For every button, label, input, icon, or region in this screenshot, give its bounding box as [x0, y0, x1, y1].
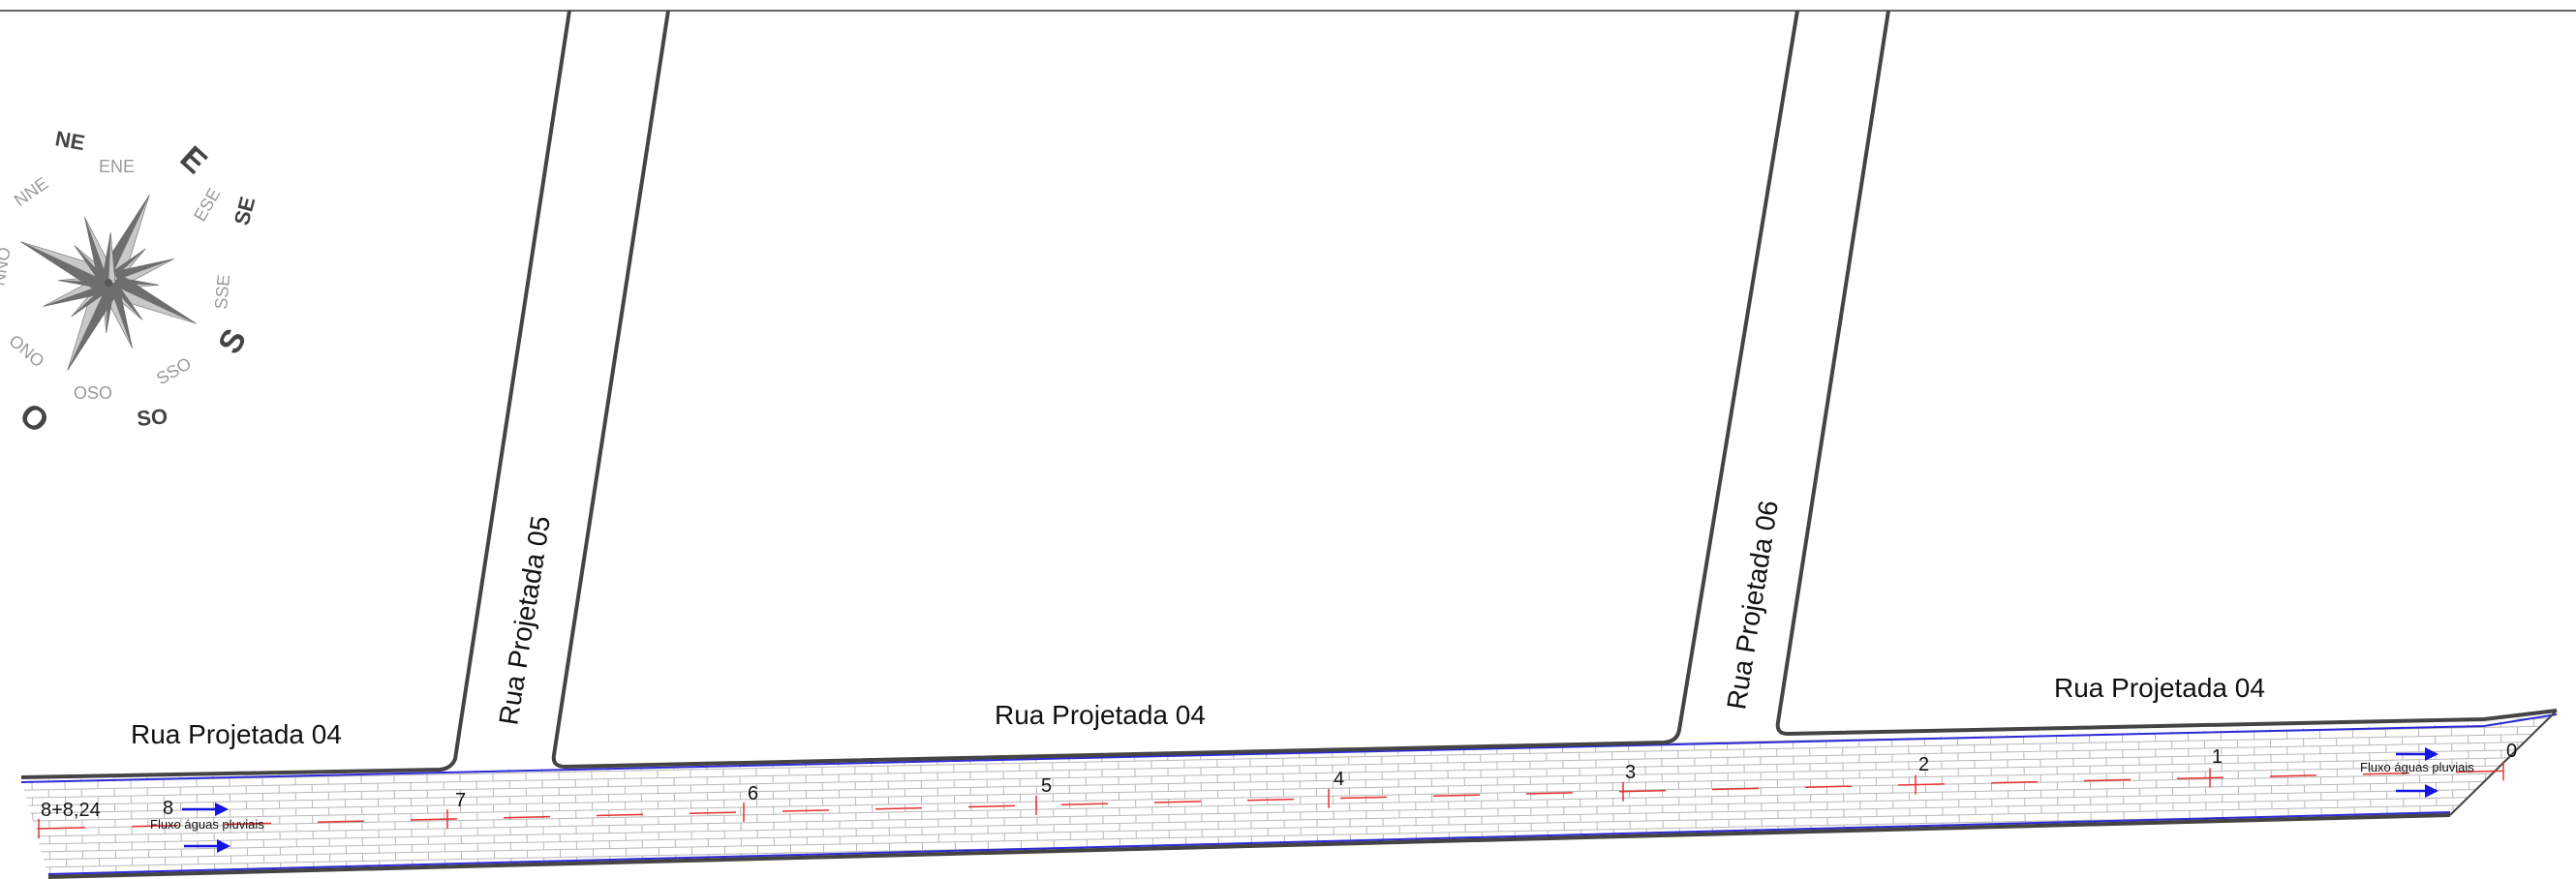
road-bottom-edge: [47, 813, 2451, 879]
profile-dash: [317, 820, 365, 823]
compass-labels: E S O NE SE SO ENE ESE SSE SSO OSO ONO N…: [0, 126, 260, 440]
profile-dash: [1990, 780, 2039, 784]
profile-dash: [1153, 801, 1202, 803]
profile-dash: [2083, 778, 2131, 782]
station-label-4: 4: [1334, 769, 1344, 790]
profile-dash: [1897, 783, 1946, 786]
street-label-cross-05: Rua Projetada 05: [493, 514, 556, 727]
station-label-3: 3: [1625, 762, 1636, 783]
station-label-2: 2: [1918, 754, 1929, 775]
profile-dash: [689, 811, 737, 814]
station-label-8: 8: [163, 798, 173, 819]
profile-dash: [596, 813, 644, 817]
curb-line-top: [20, 713, 2558, 783]
street-label-main-center: Rua Projetada 04: [995, 700, 1206, 730]
compass-label-ene: ENE: [99, 157, 135, 176]
paved-road-band: [21, 712, 2557, 877]
station-label-1: 1: [2212, 746, 2223, 768]
flow-arrow-left-bottom-head: [217, 839, 230, 853]
compass-rose: [20, 195, 197, 371]
profile-dash: [2455, 770, 2503, 773]
profile-dash: [782, 809, 830, 812]
profile-dash: [1618, 789, 1667, 793]
station-label-0: 0: [2506, 741, 2517, 762]
street-label-main-left: Rua Projetada 04: [131, 719, 342, 749]
cross-05-right-edge: [551, 10, 1799, 769]
station-labels: 0 1 2 3 4 5 6 7 8 8+8,24: [41, 741, 2517, 821]
profile-dash: [874, 806, 923, 810]
street-label-cross-06: Rua Projetada 06: [1721, 499, 1784, 712]
compass-label-ese: ESE: [190, 185, 224, 225]
curb-line-bottom: [47, 811, 2451, 875]
profile-dash: [1525, 792, 1574, 795]
compass-label-nne: NNE: [11, 173, 52, 210]
compass-label-oso: OSO: [74, 383, 112, 403]
compass-label-o: O: [13, 396, 56, 440]
compass-label-e: E: [173, 139, 214, 181]
flow-indicator-right: Fluxo águas pluviais: [2360, 747, 2474, 798]
profile-dash: [1060, 803, 1109, 805]
flow-arrow-right-top-head: [2425, 747, 2438, 761]
profile-dash: [1711, 787, 1760, 791]
road-edges: [20, 10, 2558, 879]
flow-indicator-left: Fluxo águas pluviais: [150, 803, 264, 853]
station-label-6: 6: [748, 783, 758, 804]
profile-dash: [2362, 772, 2410, 775]
profile-dash: [1339, 796, 1388, 800]
profile-dash: [131, 824, 179, 828]
end-station-label: 8+8,24: [41, 800, 101, 821]
profile-dash: [38, 827, 86, 830]
cross-06-right-edge: [1775, 10, 2558, 736]
flow-arrow-left-top-head: [215, 803, 229, 816]
compass-label-ne: NE: [53, 126, 86, 155]
profile-dash: [224, 822, 272, 826]
profile-dash: [503, 815, 551, 819]
compass-spikes: [20, 195, 197, 371]
compass-label-s: S: [211, 322, 254, 360]
profile-marks: [38, 761, 2504, 838]
station-label-5: 5: [1041, 775, 1052, 797]
flow-arrow-right-bottom-head: [2425, 784, 2438, 798]
compass-label-sso: SSO: [153, 353, 195, 388]
flow-label-right: Fluxo águas pluviais: [2360, 760, 2474, 774]
compass-label-ono: ONO: [5, 331, 47, 372]
compass-label-se: SE: [230, 194, 261, 227]
profile-dash: [2176, 776, 2224, 779]
profile-dash: [2269, 774, 2317, 777]
profile-dash: [1804, 785, 1853, 788]
compass-label-nno: NNO: [0, 246, 15, 288]
profile-dash: [967, 804, 1016, 808]
compass-center: [105, 279, 112, 287]
compass-label-sse: SSE: [211, 274, 233, 311]
cross-05-left-edge: [20, 10, 571, 779]
compass-label-so: SO: [136, 404, 169, 431]
profile-dash: [1432, 794, 1481, 797]
profile-dash: [410, 818, 458, 821]
station-label-7: 7: [455, 790, 466, 811]
profile-dash: [1246, 798, 1295, 802]
flow-label-left: Fluxo águas pluviais: [150, 817, 264, 832]
street-label-main-right: Rua Projetada 04: [2054, 673, 2265, 703]
